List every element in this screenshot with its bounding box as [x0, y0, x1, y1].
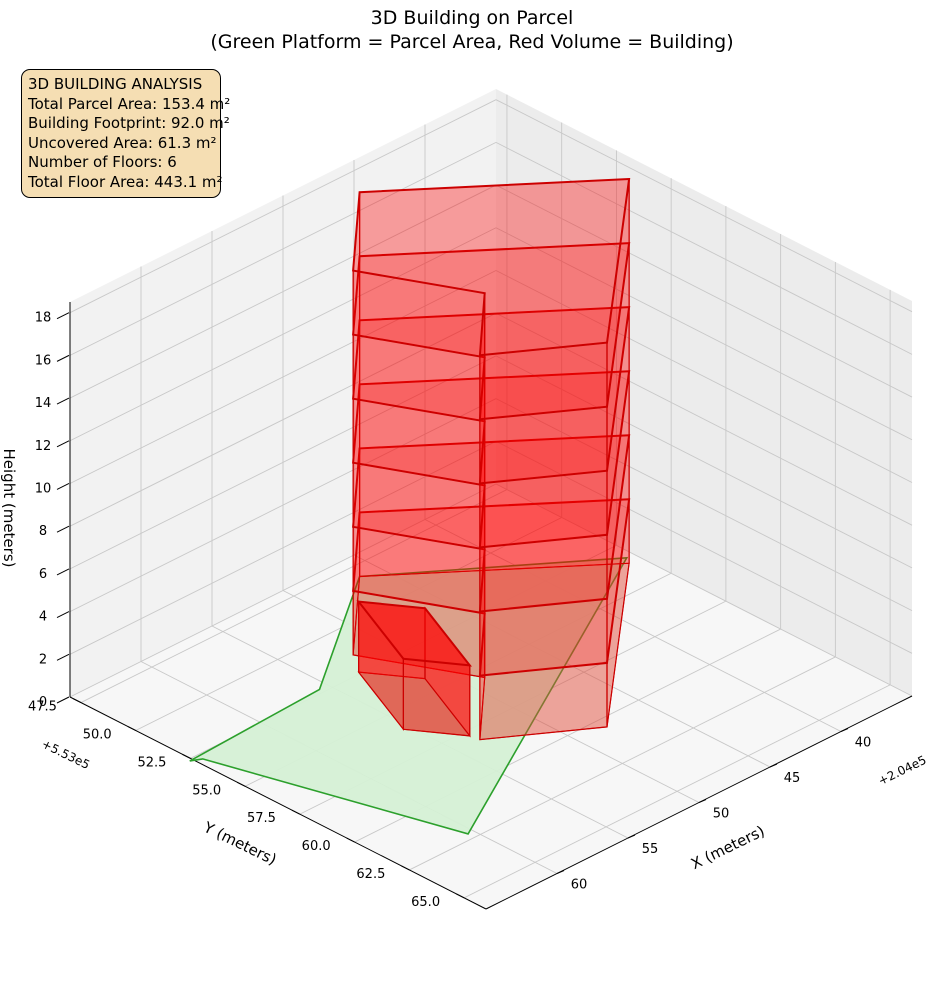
- y-tick-mark: [127, 726, 136, 731]
- y-tick-mark: [401, 865, 410, 871]
- x-offset-label: +2.04e5: [876, 753, 929, 788]
- y-tick-mark: [72, 698, 82, 704]
- z-axis-label: Height (meters): [0, 449, 18, 568]
- x-tick-mark: [627, 834, 636, 839]
- grid-line: [69, 141, 497, 356]
- z-tick-label: 0: [39, 695, 47, 710]
- z-tick-label: 8: [39, 524, 47, 539]
- chart-title: 3D Building on Parcel (Green Platform = …: [0, 6, 944, 54]
- y-tick-label: 62.5: [356, 867, 385, 882]
- z-tick-mark: [56, 653, 70, 661]
- x-tick-label: 60: [571, 878, 588, 893]
- z-tick-mark: [56, 354, 70, 362]
- grid-line: [409, 656, 836, 871]
- z-tick-label: 6: [39, 567, 47, 582]
- y-tick-mark: [236, 781, 246, 787]
- x-tick-label: 55: [642, 842, 659, 857]
- z-tick-label: 10: [35, 481, 52, 496]
- grid-line: [69, 398, 497, 612]
- z-tick-label: 2: [39, 652, 47, 667]
- y-tick-mark: [182, 753, 191, 759]
- x-tick-label: 40: [855, 736, 872, 751]
- z-tick-mark: [56, 696, 70, 704]
- z-tick-mark: [56, 568, 70, 576]
- grid-line: [69, 355, 497, 570]
- x-tick-mark: [769, 763, 778, 768]
- stats-floors: Number of Floors: 6: [28, 153, 177, 172]
- stats-building-footprint: Building Footprint: 92.0 m²: [28, 114, 230, 133]
- z-tick-label: 14: [35, 396, 52, 411]
- y-tick-label: 60.0: [302, 839, 331, 854]
- grid-line: [69, 483, 497, 698]
- grid-line: [69, 184, 497, 399]
- y-axis-line: [69, 696, 487, 910]
- chart-title-main: 3D Building on Parcel: [370, 7, 574, 29]
- chart-subtitle: (Green Platform = Parcel Area, Red Volum…: [210, 31, 734, 53]
- tick-marks: [56, 312, 849, 899]
- y-tick-label: 65.0: [411, 895, 440, 910]
- x-tick-mark: [556, 870, 565, 874]
- z-tick-label: 4: [39, 610, 47, 625]
- x-tick-mark: [840, 728, 849, 732]
- y-tick-mark: [455, 893, 465, 899]
- data-geometry: [189, 177, 631, 835]
- stats-heading: 3D BUILDING ANALYSIS: [28, 75, 203, 93]
- z-tick-label: 12: [35, 439, 52, 454]
- z-tick-mark: [56, 611, 70, 619]
- grid-line: [463, 684, 891, 899]
- y-tick-label: 52.5: [137, 755, 166, 770]
- z-tick-mark: [56, 483, 70, 490]
- stats-box: 3D BUILDING ANALYSIS Total Parcel Area: …: [21, 69, 231, 198]
- annex-top: [356, 600, 473, 667]
- y-tick-label: 55.0: [192, 783, 221, 798]
- grid-line: [495, 227, 913, 441]
- grid-line: [80, 489, 508, 703]
- grid-line: [495, 440, 913, 654]
- x-axis-label: X (meters): [688, 822, 768, 873]
- stats-uncovered-area: Uncovered Area: 61.3 m²: [28, 133, 217, 152]
- grid-line: [495, 483, 913, 697]
- z-tick-mark: [56, 397, 70, 405]
- grid-line: [69, 440, 497, 655]
- grid-line: [424, 519, 842, 732]
- grid-line: [495, 312, 913, 526]
- x-tick-label: 50: [713, 807, 730, 822]
- stats-floor-area: Total Floor Area: 443.1 m²: [28, 172, 223, 191]
- y-tick-label: 50.0: [83, 727, 112, 742]
- y-tick-label: 57.5: [247, 811, 276, 826]
- y-tick-mark: [346, 837, 355, 843]
- grid-line: [495, 355, 913, 569]
- grid-line: [69, 270, 497, 484]
- grid-line: [69, 99, 497, 314]
- x-tick-mark: [698, 799, 707, 803]
- grid-line: [69, 227, 497, 442]
- y-tick-mark: [291, 809, 301, 815]
- z-tick-mark: [56, 525, 70, 533]
- x-tick-label: 45: [784, 771, 801, 786]
- grid-line: [495, 99, 913, 313]
- grid-line: [495, 184, 913, 398]
- building-floor-top: [352, 177, 631, 357]
- grid-line: [495, 270, 913, 483]
- back-left-pane: [496, 89, 912, 696]
- y-tick-label: 47.5: [28, 700, 57, 715]
- z-tick-label: 16: [35, 353, 52, 368]
- z-tick-mark: [56, 312, 70, 320]
- z-tick-label: 18: [35, 311, 52, 326]
- stats-parcel-area: Total Parcel Area: 153.4 m²: [28, 94, 231, 113]
- grid-line: [495, 398, 913, 611]
- grid-line: [495, 141, 913, 355]
- z-tick-mark: [56, 440, 70, 448]
- grid-line: [69, 312, 497, 527]
